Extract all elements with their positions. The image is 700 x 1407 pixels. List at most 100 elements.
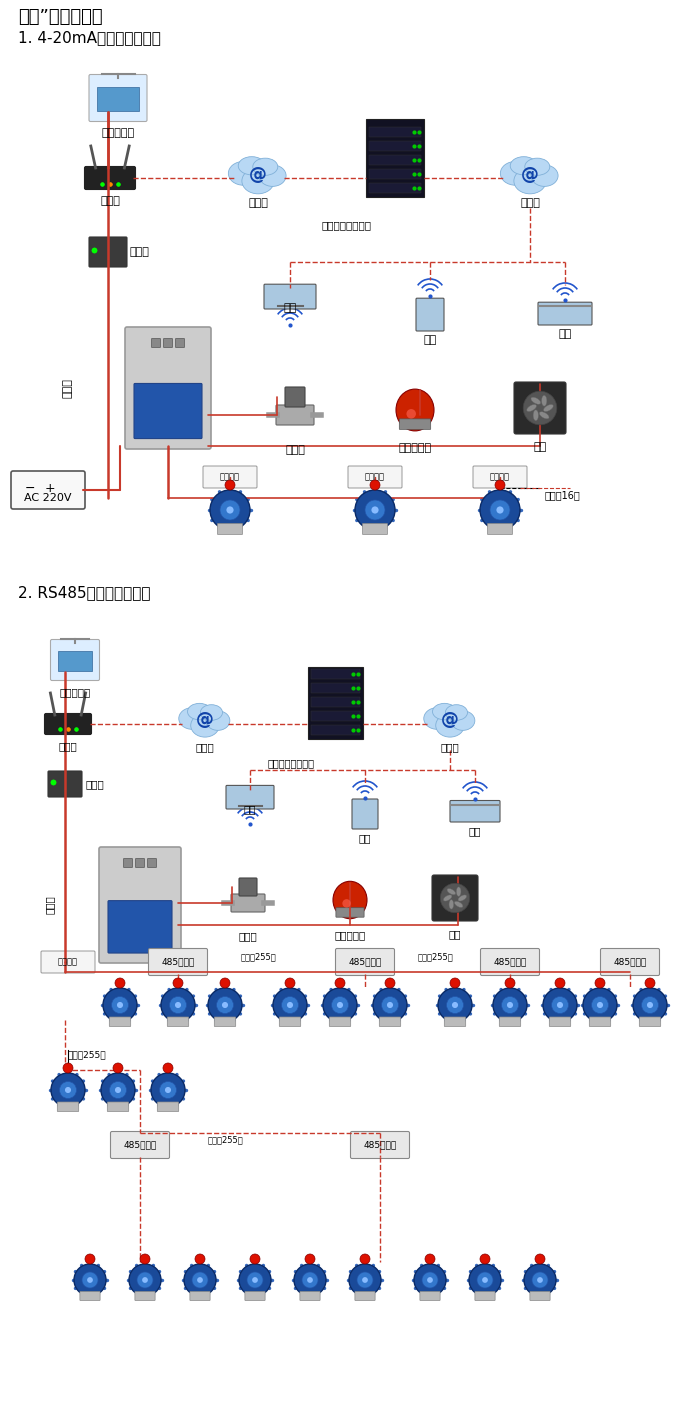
Circle shape [163,1064,173,1074]
Circle shape [113,1064,123,1074]
Circle shape [543,988,577,1021]
Circle shape [142,1278,148,1283]
Circle shape [273,988,307,1021]
Circle shape [137,1272,153,1287]
FancyBboxPatch shape [109,1017,131,1027]
Ellipse shape [454,902,463,908]
Text: 可连接255台: 可连接255台 [240,953,276,961]
Circle shape [115,1088,121,1093]
Circle shape [250,1254,260,1263]
Circle shape [523,391,556,425]
FancyBboxPatch shape [336,908,364,917]
Circle shape [161,988,195,1021]
Circle shape [294,1263,326,1296]
Circle shape [357,1272,373,1287]
Circle shape [427,1278,433,1283]
Ellipse shape [531,165,558,186]
FancyBboxPatch shape [89,75,147,121]
Circle shape [117,1002,123,1007]
Circle shape [360,1254,370,1263]
Circle shape [387,1002,393,1007]
FancyBboxPatch shape [369,169,421,179]
FancyBboxPatch shape [329,1017,351,1027]
Circle shape [101,1074,135,1107]
Text: 互联网: 互联网 [248,198,268,208]
FancyBboxPatch shape [176,339,185,348]
Text: 电磁阀: 电磁阀 [285,445,305,454]
Circle shape [592,996,608,1013]
FancyBboxPatch shape [369,155,421,165]
Text: 风机: 风机 [533,442,547,452]
Ellipse shape [200,705,223,720]
Text: 安帖尔网络服务器: 安帖尔网络服务器 [322,219,372,229]
Text: 可连接255台: 可连接255台 [417,953,453,961]
FancyBboxPatch shape [239,878,257,896]
Circle shape [281,996,298,1013]
Circle shape [140,1254,150,1263]
Circle shape [302,1272,318,1287]
Circle shape [595,978,605,988]
Ellipse shape [407,409,416,418]
Text: 可连接16个: 可连接16个 [545,490,581,499]
Text: 电磁阀: 电磁阀 [239,931,258,941]
Circle shape [597,1002,603,1007]
Circle shape [425,1254,435,1263]
FancyBboxPatch shape [475,1292,495,1300]
Circle shape [647,1002,653,1007]
Circle shape [382,996,398,1013]
FancyBboxPatch shape [311,696,360,706]
Text: 终端: 终端 [469,826,482,836]
Circle shape [332,996,349,1013]
Circle shape [440,884,470,913]
Circle shape [323,988,357,1021]
Circle shape [305,1254,315,1263]
Circle shape [222,1002,228,1007]
Circle shape [115,978,125,988]
FancyBboxPatch shape [311,711,360,720]
Text: 手机: 手机 [424,335,437,345]
FancyBboxPatch shape [167,1017,189,1027]
Circle shape [373,988,407,1021]
Ellipse shape [424,708,451,729]
Circle shape [507,1002,513,1007]
Circle shape [537,1278,543,1283]
Circle shape [501,996,519,1013]
FancyBboxPatch shape [335,948,395,975]
Circle shape [385,978,395,988]
Circle shape [535,1254,545,1263]
Circle shape [337,1002,343,1007]
Text: 单机版电脑: 单机版电脑 [60,687,90,696]
Ellipse shape [190,713,219,737]
Text: @: @ [441,711,459,729]
Ellipse shape [238,156,265,174]
Circle shape [552,996,568,1013]
Circle shape [557,1002,563,1007]
Ellipse shape [242,167,274,194]
Text: 风机: 风机 [449,929,461,938]
Text: 485中继器: 485中继器 [349,958,382,967]
Circle shape [362,1278,368,1283]
Circle shape [307,1278,313,1283]
Circle shape [173,978,183,988]
Text: 终端: 终端 [559,329,572,339]
FancyBboxPatch shape [499,1017,521,1027]
Circle shape [469,1263,501,1296]
FancyBboxPatch shape [190,1292,210,1300]
Text: 路由器: 路由器 [59,741,78,751]
Circle shape [87,1278,93,1283]
Text: 485中继器: 485中继器 [494,958,526,967]
Text: 互联网: 互联网 [195,741,214,751]
Text: 485中继器: 485中继器 [123,1141,157,1150]
Circle shape [103,988,137,1021]
Text: 485中继器: 485中继器 [613,958,647,967]
Circle shape [452,1002,458,1007]
FancyBboxPatch shape [11,471,85,509]
FancyBboxPatch shape [416,298,444,331]
Ellipse shape [443,895,452,900]
Ellipse shape [500,162,531,186]
Circle shape [129,1263,161,1296]
FancyBboxPatch shape [276,405,314,425]
Ellipse shape [433,704,456,720]
Text: 可连接255台: 可连接255台 [207,1135,243,1144]
FancyBboxPatch shape [218,523,242,535]
